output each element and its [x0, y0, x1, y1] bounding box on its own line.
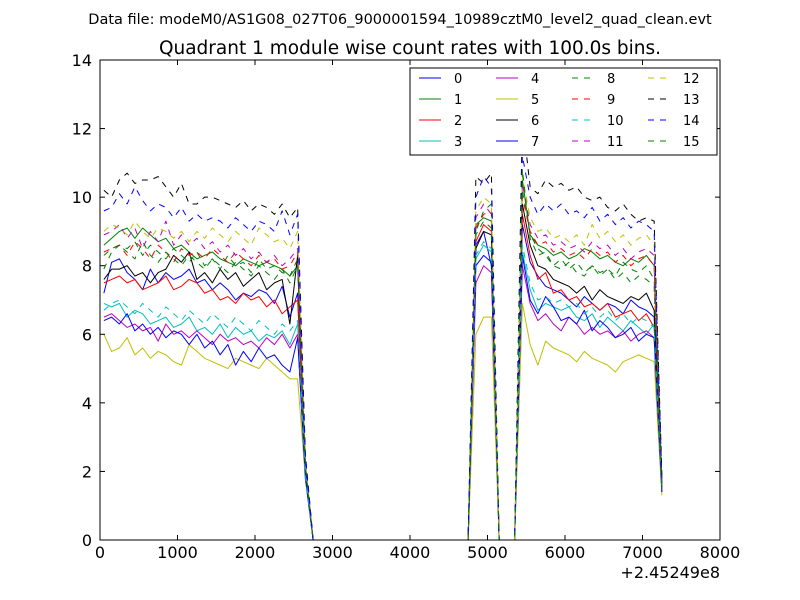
- legend-label-3: 3: [454, 135, 462, 150]
- y-tick-label: 0: [82, 531, 92, 550]
- series-line-12: [103, 176, 663, 541]
- chart-title: Quadrant 1 module wise count rates with …: [159, 38, 661, 59]
- legend-label-14: 14: [683, 114, 700, 129]
- legend-label-12: 12: [683, 72, 700, 87]
- y-tick-label: 6: [82, 325, 92, 344]
- series-line-8: [103, 189, 663, 541]
- legend-label-0: 0: [454, 72, 462, 87]
- legend-label-2: 2: [454, 114, 462, 129]
- x-tick-label: 0: [95, 543, 105, 562]
- legend-label-11: 11: [607, 135, 624, 150]
- x-offset-label: +2.45249e8: [620, 563, 720, 582]
- y-tick-label: 2: [82, 462, 92, 481]
- x-tick-label: 7000: [622, 543, 663, 562]
- y-tick-label: 12: [72, 120, 92, 139]
- legend-label-8: 8: [607, 72, 615, 87]
- legend-label-15: 15: [683, 135, 700, 150]
- x-tick-label: 3000: [312, 543, 353, 562]
- x-tick-label: 1000: [157, 543, 198, 562]
- legend-label-4: 4: [531, 72, 539, 87]
- y-tick-label: 14: [72, 51, 92, 70]
- x-tick-label: 2000: [235, 543, 276, 562]
- legend-label-10: 10: [607, 114, 624, 129]
- y-tick-label: 4: [82, 394, 92, 413]
- x-tick-label: 4000: [390, 543, 431, 562]
- legend-label-5: 5: [531, 93, 539, 108]
- x-axis: 0 1000 2000 3000 4000 5000 6000 7000 8000: [95, 60, 740, 562]
- legend-label-1: 1: [454, 93, 462, 108]
- x-tick-label: 8000: [700, 543, 741, 562]
- figure-suptitle: Data file: modeM0/AS1G08_027T06_90000015…: [88, 12, 712, 28]
- legend-label-7: 7: [531, 135, 539, 150]
- legend-label-6: 6: [531, 114, 539, 129]
- y-tick-label: 10: [72, 188, 92, 207]
- x-tick-label: 6000: [545, 543, 586, 562]
- y-tick-label: 8: [82, 257, 92, 276]
- legend-label-13: 13: [683, 93, 700, 108]
- legend-label-9: 9: [607, 93, 615, 108]
- x-tick-label: 5000: [467, 543, 508, 562]
